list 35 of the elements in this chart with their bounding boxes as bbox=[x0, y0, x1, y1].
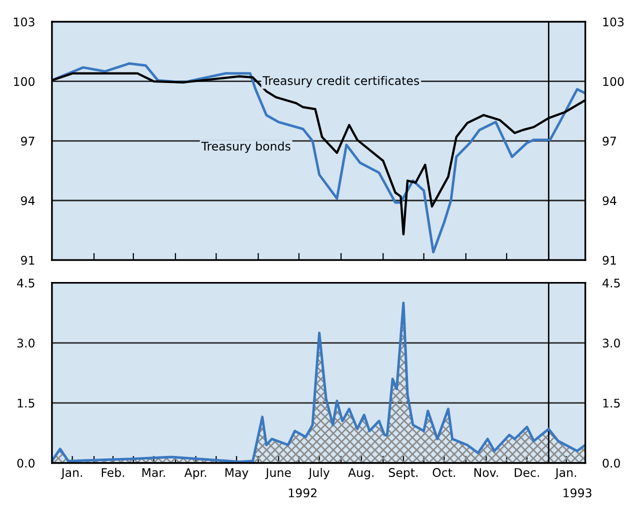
x-tick-label: Apr. bbox=[184, 468, 206, 480]
x-tick-label: Dec. bbox=[514, 468, 539, 477]
y-tick-label: 0.0 bbox=[17, 458, 35, 468]
y2-tick-label: 94 bbox=[602, 196, 616, 206]
y-tick-label: 4.5 bbox=[17, 278, 34, 288]
x-tick-label: Sept. bbox=[388, 468, 418, 480]
x-tick-label: Mar. bbox=[142, 468, 165, 477]
y2-tick-label: 97 bbox=[602, 136, 616, 146]
x-tick-label: Jan. bbox=[554, 468, 576, 480]
y-tick-label: 1.5 bbox=[18, 398, 34, 408]
x-tick-label: Jan. bbox=[60, 468, 82, 480]
x-tick-label: July bbox=[308, 468, 330, 480]
text: 1992 bbox=[288, 488, 316, 498]
y-tick-label: 100 bbox=[14, 77, 35, 86]
y2-tick-label: 1.5 bbox=[603, 398, 620, 408]
series-label: Treasury bonds bbox=[201, 141, 290, 153]
x-tick-label: June bbox=[265, 468, 291, 480]
series-label: Treasury credit certificates bbox=[262, 76, 420, 88]
x-tick-label: Aug. bbox=[348, 468, 374, 480]
y-tick-label: 3.0 bbox=[17, 338, 35, 348]
x-tick-label: Nov. bbox=[474, 468, 498, 477]
y2-tick-label: 100 bbox=[603, 77, 624, 86]
y2-tick-label: 103 bbox=[603, 17, 624, 26]
y-tick-label: 103 bbox=[14, 17, 34, 26]
y-tick-label: 91 bbox=[21, 256, 34, 265]
y-tick-label: 94 bbox=[21, 196, 35, 206]
x-tick-label: Feb. bbox=[102, 468, 124, 477]
y2-tick-label: 91 bbox=[602, 256, 616, 265]
y2-tick-label: 3.0 bbox=[602, 338, 620, 348]
y-tick-label: 97 bbox=[21, 136, 34, 146]
x-tick-label: Oct. bbox=[432, 468, 455, 477]
x-tick-label: May bbox=[225, 468, 248, 480]
text: 1993 bbox=[564, 488, 592, 498]
y2-tick-label: 4.5 bbox=[602, 278, 620, 288]
y2-tick-label: 0.0 bbox=[602, 458, 620, 468]
